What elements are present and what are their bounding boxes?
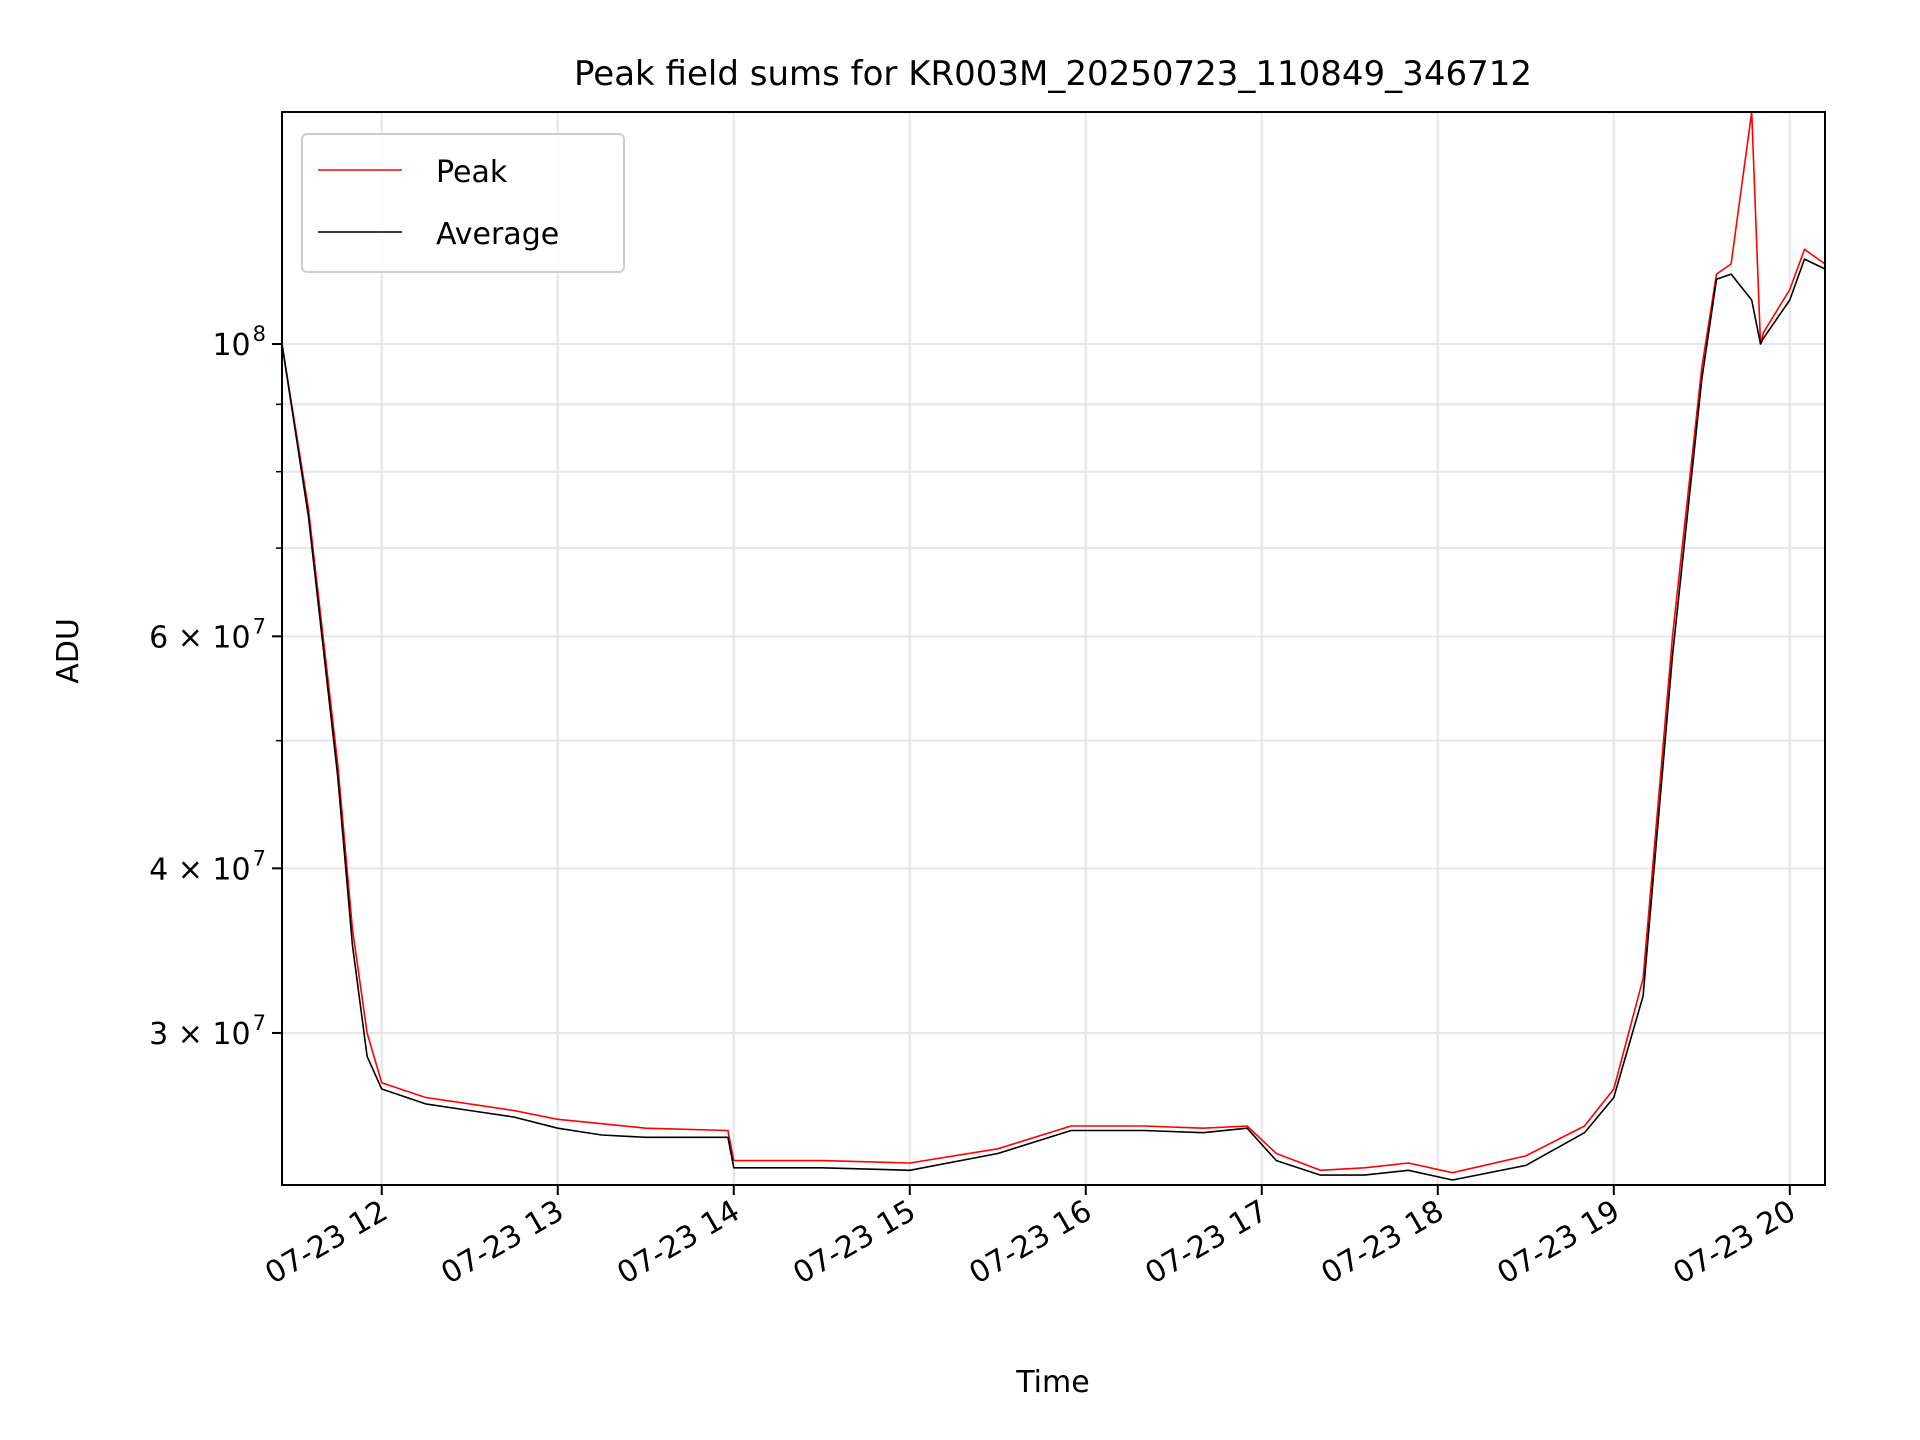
legend: Peak Average (301, 133, 625, 273)
series-line-peak (281, 111, 1826, 1174)
x-axis-label: Time (1015, 1365, 1089, 1400)
chart-title: Peak field sums for KR003M_20250723_1108… (574, 54, 1532, 94)
legend-label-average: Average (436, 217, 559, 252)
y-tick-label: 6 × 107 (149, 614, 266, 655)
y-tick-label: 3 × 107 (149, 1011, 266, 1052)
series-layer (281, 111, 1826, 1181)
grid (282, 112, 1825, 1185)
series-line-average (281, 258, 1826, 1181)
y-tick-label: 108 (212, 322, 266, 363)
legend-label-peak: Peak (436, 155, 508, 190)
plot-frame (281, 111, 1826, 1186)
y-axis: 108 6 × 107 4 × 107 3 × 107 (149, 322, 282, 1052)
y-axis-label: ADU (51, 618, 86, 684)
y-tick-label: 4 × 107 (149, 846, 266, 887)
legend-box (301, 133, 625, 273)
